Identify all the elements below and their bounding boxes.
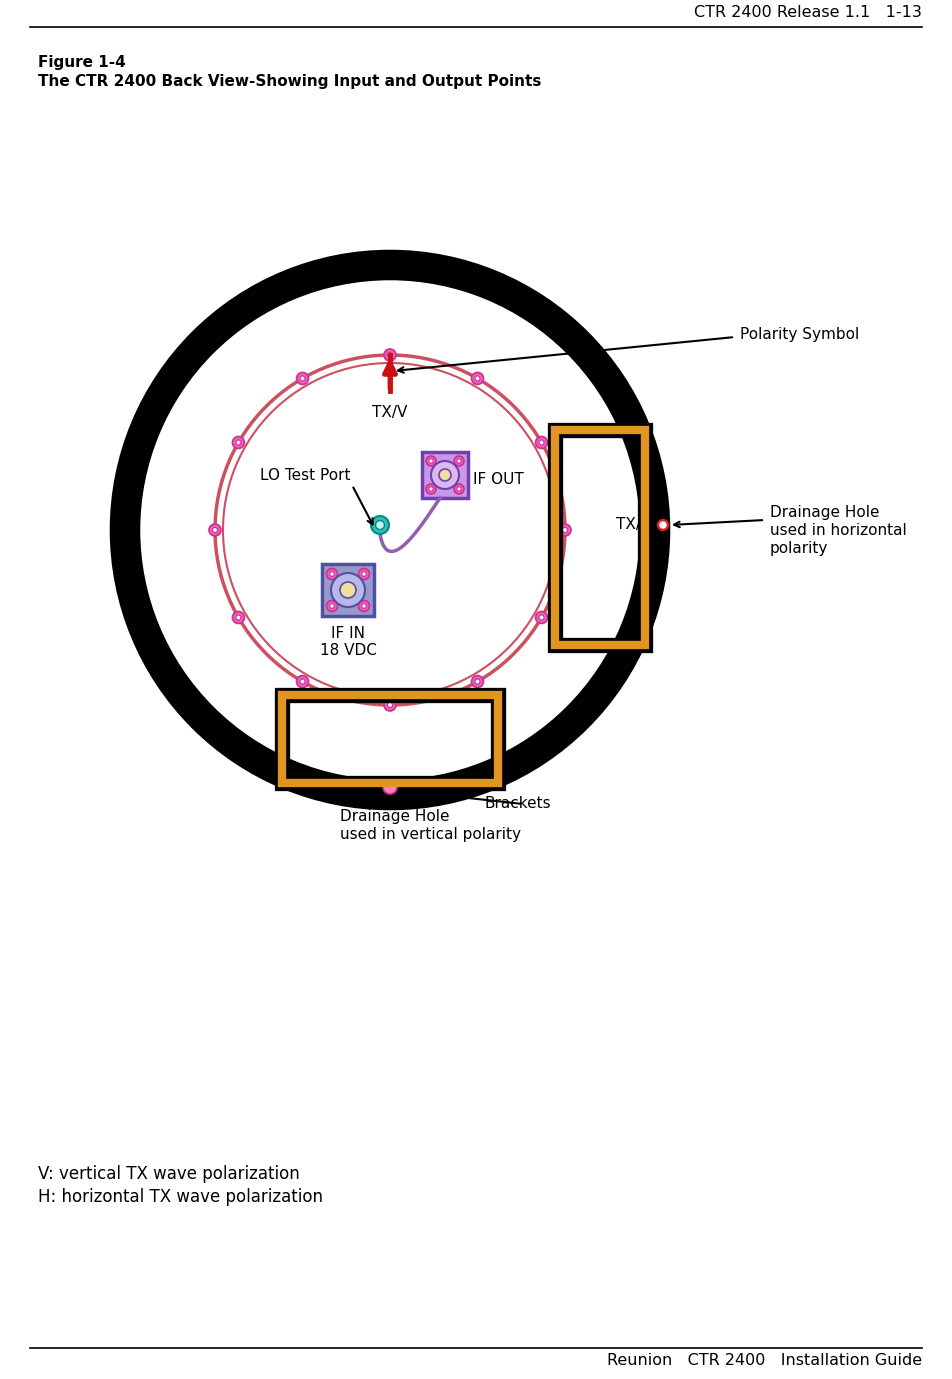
Circle shape [539,440,544,445]
Circle shape [362,572,367,576]
Circle shape [362,604,367,608]
Circle shape [475,678,480,684]
Circle shape [536,437,547,448]
Circle shape [296,372,308,385]
Text: V: vertical TX wave polarization: V: vertical TX wave polarization [38,1165,300,1183]
Circle shape [327,600,338,611]
Circle shape [209,524,221,536]
Circle shape [327,568,338,579]
Circle shape [236,440,241,445]
Circle shape [387,702,392,707]
Text: used in vertical polarity: used in vertical polarity [340,827,521,843]
Circle shape [471,676,484,688]
Circle shape [457,487,461,491]
Circle shape [539,615,544,621]
Circle shape [426,456,436,466]
Text: IF OUT: IF OUT [473,473,524,488]
Circle shape [125,265,655,796]
Circle shape [384,699,396,712]
Text: Drainage Hole: Drainage Hole [770,505,880,520]
Text: polarity: polarity [770,541,828,556]
Circle shape [431,461,459,490]
Text: Drainage Hole: Drainage Hole [340,809,449,825]
Circle shape [359,600,369,611]
Text: TX/V: TX/V [372,405,407,421]
Text: H: horizontal TX wave polarization: H: horizontal TX wave polarization [38,1187,323,1207]
Text: TX/H: TX/H [617,517,653,532]
Text: Brackets: Brackets [485,797,551,811]
Text: 18 VDC: 18 VDC [320,643,376,658]
Circle shape [329,572,334,576]
Circle shape [439,469,451,481]
Circle shape [559,524,571,536]
Text: LO Test Port: LO Test Port [260,467,350,483]
Circle shape [658,520,668,530]
Text: CTR 2400 Release 1.1   1-13: CTR 2400 Release 1.1 1-13 [694,6,922,21]
Circle shape [428,487,433,491]
Bar [422,452,468,498]
Circle shape [457,459,461,463]
Circle shape [375,520,385,530]
Circle shape [426,484,436,494]
Bar [322,564,374,616]
Bar [282,695,498,783]
Text: The CTR 2400 Back View-Showing Input and Output Points: The CTR 2400 Back View-Showing Input and… [38,74,542,90]
Circle shape [454,484,464,494]
Circle shape [359,568,369,579]
Circle shape [212,528,217,532]
Bar [282,695,498,783]
Circle shape [563,528,567,532]
Circle shape [384,349,396,361]
Circle shape [428,459,433,463]
Circle shape [387,353,392,357]
Circle shape [232,611,245,623]
Text: Reunion   CTR 2400   Installation Guide: Reunion CTR 2400 Installation Guide [606,1353,922,1368]
Circle shape [236,615,241,621]
Circle shape [296,676,308,688]
Bar [555,430,645,645]
Circle shape [329,604,334,608]
Circle shape [475,376,480,381]
Text: Polarity Symbol: Polarity Symbol [740,327,860,342]
Circle shape [331,574,365,607]
Text: Figure 1-4: Figure 1-4 [38,55,126,70]
Circle shape [232,437,245,448]
Circle shape [300,678,305,684]
Circle shape [340,582,356,598]
Circle shape [536,611,547,623]
Circle shape [471,372,484,385]
Circle shape [371,516,389,534]
Bar [555,430,645,645]
Text: IF IN: IF IN [331,626,365,641]
Circle shape [300,376,305,381]
Text: used in horizontal: used in horizontal [770,523,906,538]
Circle shape [383,781,397,794]
Circle shape [454,456,464,466]
